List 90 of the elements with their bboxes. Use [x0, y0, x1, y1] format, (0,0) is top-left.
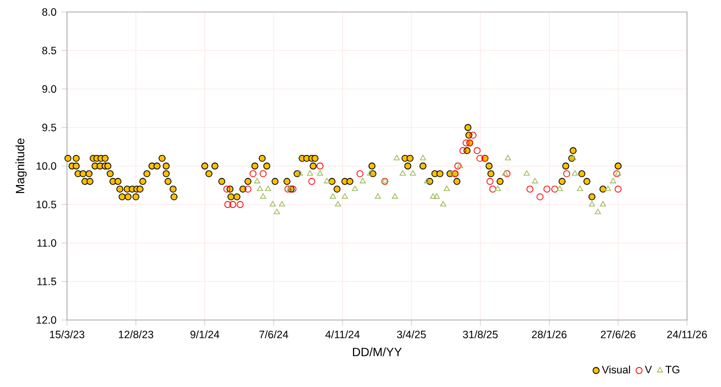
point [440, 201, 446, 206]
point [352, 186, 358, 192]
point [457, 162, 464, 168]
y-tick-label: 11.0 [37, 239, 56, 247]
point [444, 186, 450, 192]
x-tick-label: 31/8/25 [462, 330, 498, 338]
point [274, 208, 280, 214]
point [614, 186, 622, 193]
point [330, 193, 336, 199]
point [367, 170, 374, 176]
y-tick-label: 12.0 [36, 316, 56, 324]
point [223, 186, 230, 193]
point [374, 193, 381, 199]
point [459, 147, 466, 154]
x-tick-label: 3/4/25 [397, 330, 426, 338]
point [254, 178, 260, 184]
point [392, 193, 398, 199]
point [572, 170, 578, 176]
point [610, 178, 616, 184]
point [476, 154, 484, 162]
point [474, 147, 481, 154]
point [588, 201, 595, 206]
legend-label: V [644, 366, 652, 374]
point [342, 193, 348, 199]
point [224, 201, 232, 208]
point [524, 170, 530, 176]
point [543, 186, 550, 193]
point [470, 132, 476, 139]
y-tick-label: 11.5 [37, 278, 56, 286]
point [556, 186, 563, 192]
point [489, 186, 496, 193]
x-tick-label: 15/3/23 [50, 330, 84, 338]
point [270, 201, 276, 206]
point [430, 193, 436, 199]
point [494, 186, 501, 192]
x-tick-label: 27/6/26 [600, 330, 636, 338]
point [504, 154, 511, 160]
point [317, 170, 324, 176]
point [324, 178, 330, 184]
point [532, 178, 538, 184]
x-tick-label: 28/1/26 [532, 330, 567, 338]
y-tick-label: 9.5 [42, 124, 56, 132]
point [551, 186, 558, 193]
x-tick-label: 7/6/24 [259, 330, 288, 338]
point [462, 139, 470, 146]
point [394, 154, 400, 160]
point [576, 186, 584, 192]
point [604, 186, 612, 192]
legend-label: TG [665, 366, 680, 374]
point [284, 186, 292, 193]
y-tick-label: 8.0 [42, 8, 56, 16]
y-axis-title: Magnitude [16, 138, 27, 194]
point [434, 193, 440, 199]
point [334, 201, 342, 206]
point [236, 201, 244, 208]
y-tick-label: 10.5 [36, 200, 56, 208]
point [410, 170, 416, 176]
point [316, 162, 324, 170]
point [260, 193, 266, 199]
point [360, 178, 366, 184]
point [400, 170, 406, 176]
y-tick-label: 10.0 [36, 162, 56, 170]
point [244, 186, 252, 193]
point [420, 154, 426, 160]
point [306, 170, 314, 176]
y-tick-label: 8.5 [42, 46, 56, 54]
point [594, 208, 601, 214]
point [356, 170, 364, 178]
x-tick-label: 12/8/23 [118, 330, 154, 338]
legend-label: Visual [602, 366, 630, 374]
point [256, 186, 263, 192]
point [308, 178, 316, 185]
x-axis-title: DD/M/YY [352, 347, 402, 356]
y-tick-label: 9.0 [42, 85, 56, 93]
x-tick-label: 9/1/24 [190, 330, 220, 338]
point [536, 193, 544, 200]
point [250, 170, 256, 178]
point [265, 186, 272, 192]
point [486, 178, 494, 185]
point [424, 178, 430, 184]
point [296, 170, 303, 176]
x-tick-label: 24/11/26 [667, 330, 707, 338]
point [229, 201, 236, 208]
point [260, 170, 267, 178]
point [454, 162, 462, 170]
point [563, 170, 570, 178]
x-tick-label: 4/11/24 [325, 330, 360, 338]
point [526, 186, 534, 193]
point [278, 201, 285, 206]
point [600, 201, 606, 206]
